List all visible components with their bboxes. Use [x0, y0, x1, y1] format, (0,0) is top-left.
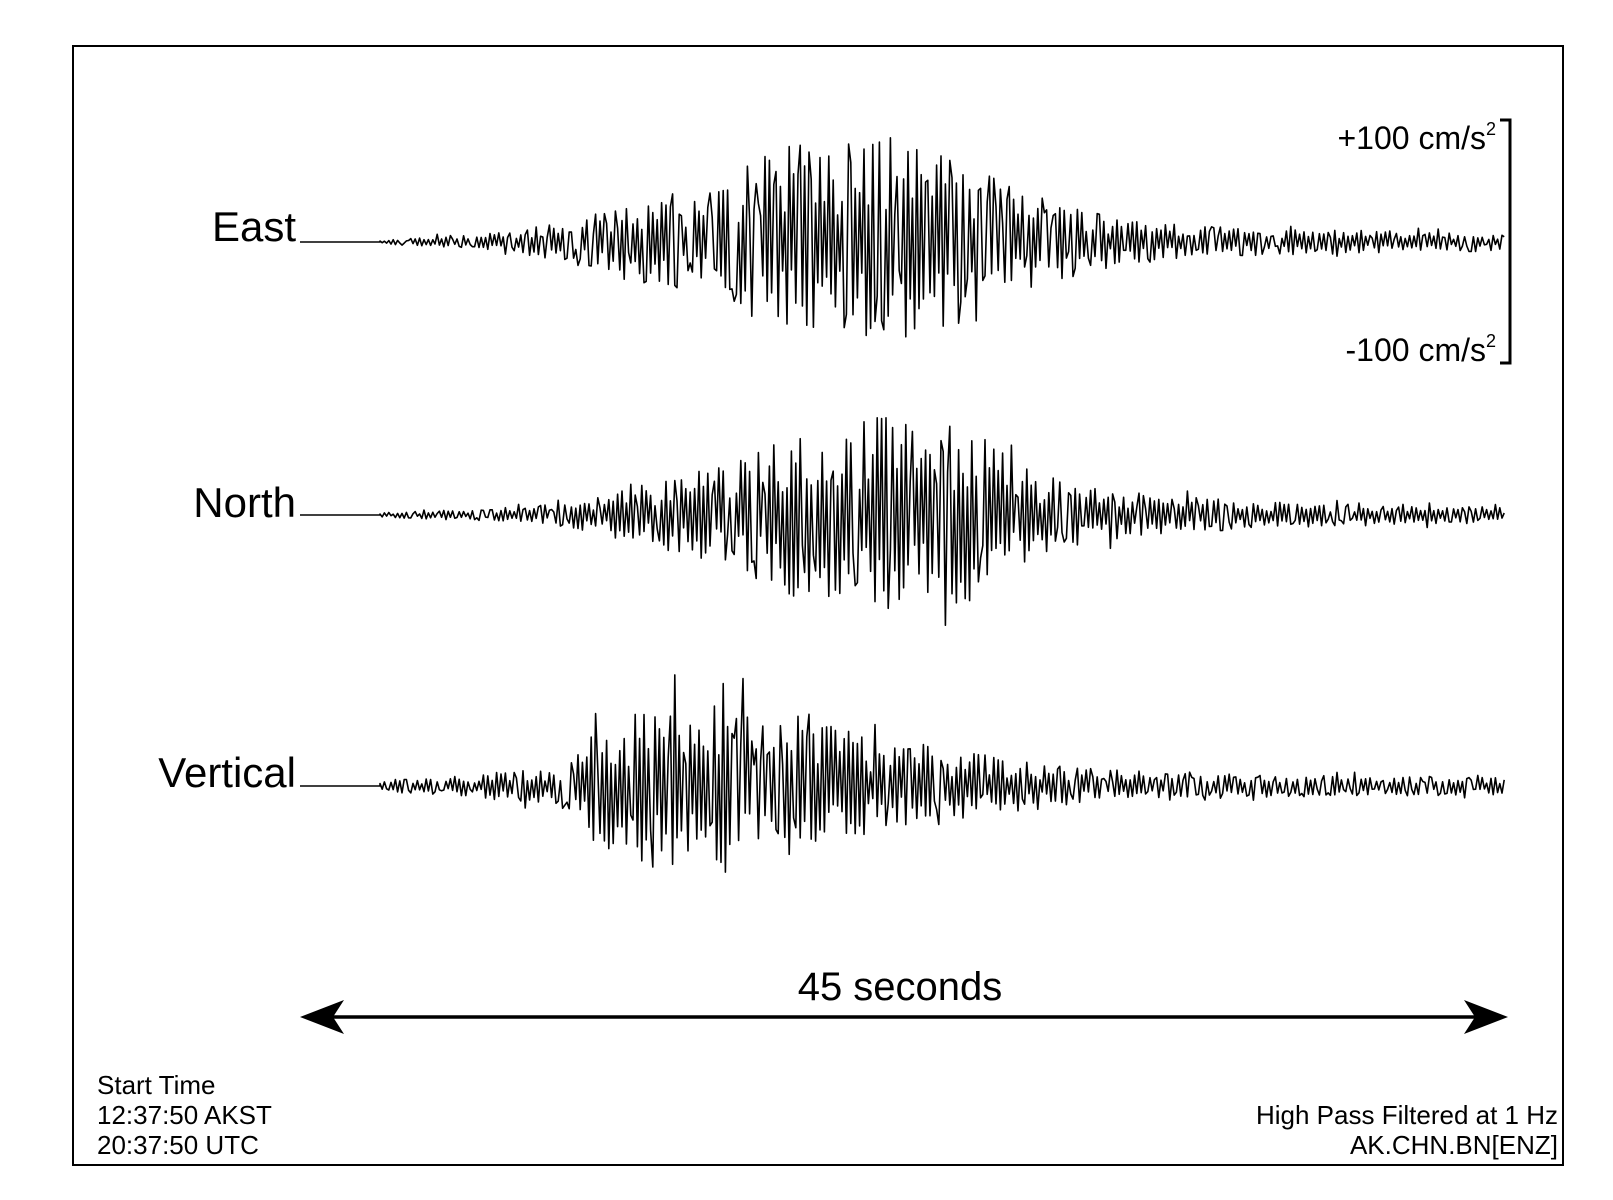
scale-bracket — [1500, 118, 1512, 365]
filter-note: High Pass Filtered at 1 Hz — [1255, 1100, 1558, 1130]
scale-lower-text: -100 cm/s — [1345, 332, 1486, 368]
duration-arrow-head-right — [1464, 1000, 1508, 1034]
scale-lower-exponent: 2 — [1485, 331, 1496, 351]
trace-label-north: North — [193, 479, 296, 526]
plot-frame — [72, 45, 1564, 1166]
duration-arrow-head-left — [300, 1000, 344, 1034]
station-code: AK.CHN.BN[ENZ] — [1349, 1130, 1558, 1160]
duration-label: 45 seconds — [797, 965, 1003, 1009]
scale-upper-label: +100 cm/s2 — [1236, 119, 1496, 156]
trace-east — [300, 137, 1505, 338]
start-time-title: Start Time — [97, 1070, 216, 1100]
start-time-block: Start Time 12:37:50 AKST 20:37:50 UTC — [97, 1070, 272, 1160]
scale-upper-exponent: 2 — [1485, 119, 1496, 139]
start-time-local: 12:37:50 AKST — [97, 1100, 272, 1130]
trace-vertical — [300, 674, 1505, 873]
trace-label-vertical: Vertical — [158, 749, 296, 796]
trace-label-east: East — [211, 203, 296, 250]
start-time-utc: 20:37:50 UTC — [97, 1130, 259, 1160]
scale-lower-label: -100 cm/s2 — [1236, 331, 1497, 368]
scale-upper-text: +100 cm/s — [1337, 120, 1486, 156]
trace-north — [300, 417, 1505, 626]
filter-info-block: High Pass Filtered at 1 Hz AK.CHN.BN[ENZ… — [1256, 1100, 1558, 1160]
